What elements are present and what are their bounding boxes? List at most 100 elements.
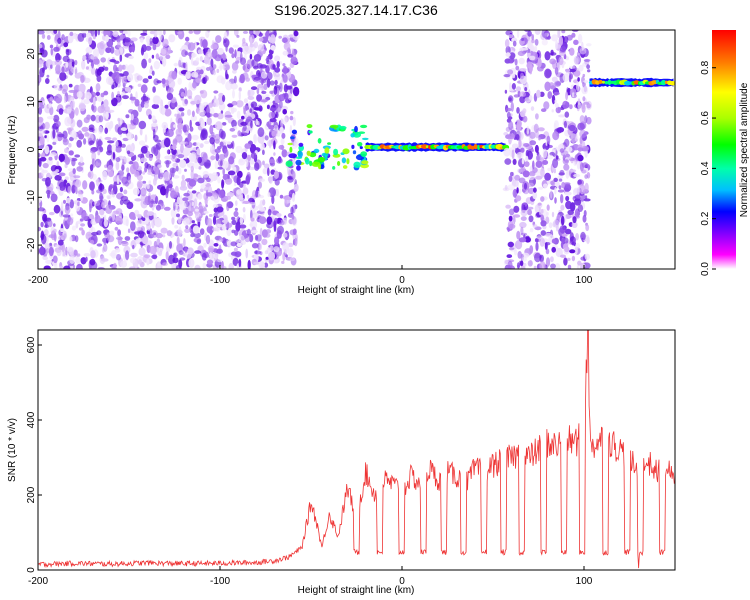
spectrogram-cell: [523, 182, 528, 190]
spectrogram-cell: [287, 165, 290, 176]
spectrogram-cell: [129, 257, 136, 264]
spectrogram-cell: [289, 146, 293, 153]
spectrogram-cell: [38, 59, 43, 68]
spectrogram-cell: [123, 71, 129, 77]
spectrogram-cell: [560, 215, 565, 226]
x-tick-label: -100: [210, 275, 230, 286]
track-cell: [607, 79, 612, 86]
spectrogram-cell: [57, 37, 62, 45]
spectrogram-cell: [582, 214, 587, 223]
spectrogram-cell: [62, 214, 71, 218]
spectrogram-cell: [77, 201, 80, 207]
spectrogram-cell: [289, 115, 294, 121]
spectrogram-cell: [563, 182, 571, 186]
spectrogram-cell: [190, 115, 198, 122]
spectrogram-cell: [88, 140, 95, 145]
spectrogram-cell: [140, 157, 148, 163]
spectrogram-cell: [41, 33, 46, 39]
spectrogram-cell: [508, 264, 511, 269]
spectrogram-cell: [97, 105, 105, 114]
spectrogram-cell: [516, 120, 522, 131]
spectrogram-cell: [268, 251, 276, 261]
spectrogram-cell: [542, 160, 549, 165]
spectrogram-cell: [199, 228, 205, 236]
spectrogram-cell: [174, 30, 179, 36]
spectrogram-cell: [266, 104, 270, 110]
spectrogram-cell: [534, 238, 539, 243]
spectrogram-cell: [222, 168, 225, 176]
spectrogram-cell: [38, 106, 43, 115]
spectrogram-cell: [63, 42, 69, 48]
spectrogram-cell: [577, 122, 585, 131]
colorbar-tick-label: 0.6: [700, 111, 711, 125]
spectrogram-cell: [164, 155, 172, 160]
spectrogram-cell: [81, 212, 88, 221]
spectrogram-cell: [529, 245, 534, 254]
spectrogram-cell: [57, 79, 62, 84]
spectrogram-cell: [231, 62, 239, 71]
spectrogram-cell: [250, 152, 257, 159]
spectrogram-cell: [173, 62, 179, 67]
spectrogram-cell: [187, 109, 192, 116]
spectrogram-cell: [520, 110, 526, 118]
spectrogram-cell: [267, 208, 272, 216]
spectrogram-cell: [551, 34, 559, 42]
spectrogram-cell: [536, 89, 541, 98]
spectrogram-cell: [69, 236, 73, 242]
spectrogram-cell: [128, 109, 134, 114]
spectrogram-cell: [532, 224, 538, 228]
spectrogram-cell: [130, 252, 138, 258]
spectrogram-cell: [160, 227, 168, 234]
spectrogram-cell: [258, 37, 264, 42]
spectrogram-cell: [141, 58, 148, 69]
spectrogram-cell: [115, 254, 122, 261]
spectrogram-cell: [121, 241, 129, 247]
spectrogram-cell: [287, 54, 294, 58]
spectrogram-cell: [283, 65, 288, 75]
spectrogram-cell: [217, 47, 224, 55]
spectrogram-cell: [569, 169, 577, 173]
spectrogram-cell: [148, 154, 153, 162]
spectrogram-cell: [38, 198, 42, 204]
spectrogram-cell: [557, 44, 561, 49]
spectrogram-cell: [551, 76, 558, 83]
spectrogram-cell: [575, 243, 581, 249]
spectrogram-cell: [128, 46, 136, 52]
spectrogram-cell: [578, 184, 586, 195]
spectrogram-cell: [558, 114, 566, 118]
spectrogram-cell: [228, 262, 234, 269]
spectrogram-cell: [176, 213, 180, 218]
spectrogram-cell: [163, 171, 171, 182]
spectrogram-cell: [74, 235, 79, 243]
spectrogram-cell: [243, 98, 248, 104]
spectrogram-cell: [54, 84, 60, 90]
spectrogram-cell: [260, 142, 265, 152]
spectrogram-cell: [155, 204, 162, 211]
spectrogram-cell: [171, 217, 175, 225]
spectrogram-cell: [276, 230, 282, 239]
spectrogram-cell: [185, 225, 189, 230]
spectrogram-cell: [177, 216, 182, 224]
y-tick-label: 200: [26, 486, 37, 503]
spectrogram-cell: [122, 156, 126, 160]
spectrogram-cell: [74, 72, 82, 79]
spectrogram-cell: [544, 68, 552, 79]
spectrogram-cell: [145, 45, 152, 51]
spectrogram-cell: [86, 57, 90, 64]
spectrogram-cell: [268, 139, 272, 149]
spectrogram-cell: [217, 213, 223, 217]
spectrogram-cell: [53, 30, 58, 34]
spectrogram-cell: [39, 136, 45, 146]
spectrogram-cell: [532, 160, 535, 170]
spectrogram-cell: [127, 30, 131, 37]
spectrogram-cell: [537, 186, 544, 190]
spectrogram-cell: [568, 74, 572, 83]
spectrogram-cell: [151, 219, 155, 229]
spectrogram-cell: [149, 245, 157, 255]
spectrogram-cell: [76, 119, 83, 128]
spectrogram-cell: [185, 36, 190, 42]
spectrogram-cell: [55, 244, 60, 249]
spectrogram-cell: [86, 32, 92, 38]
spectrogram-cell: [565, 195, 570, 202]
